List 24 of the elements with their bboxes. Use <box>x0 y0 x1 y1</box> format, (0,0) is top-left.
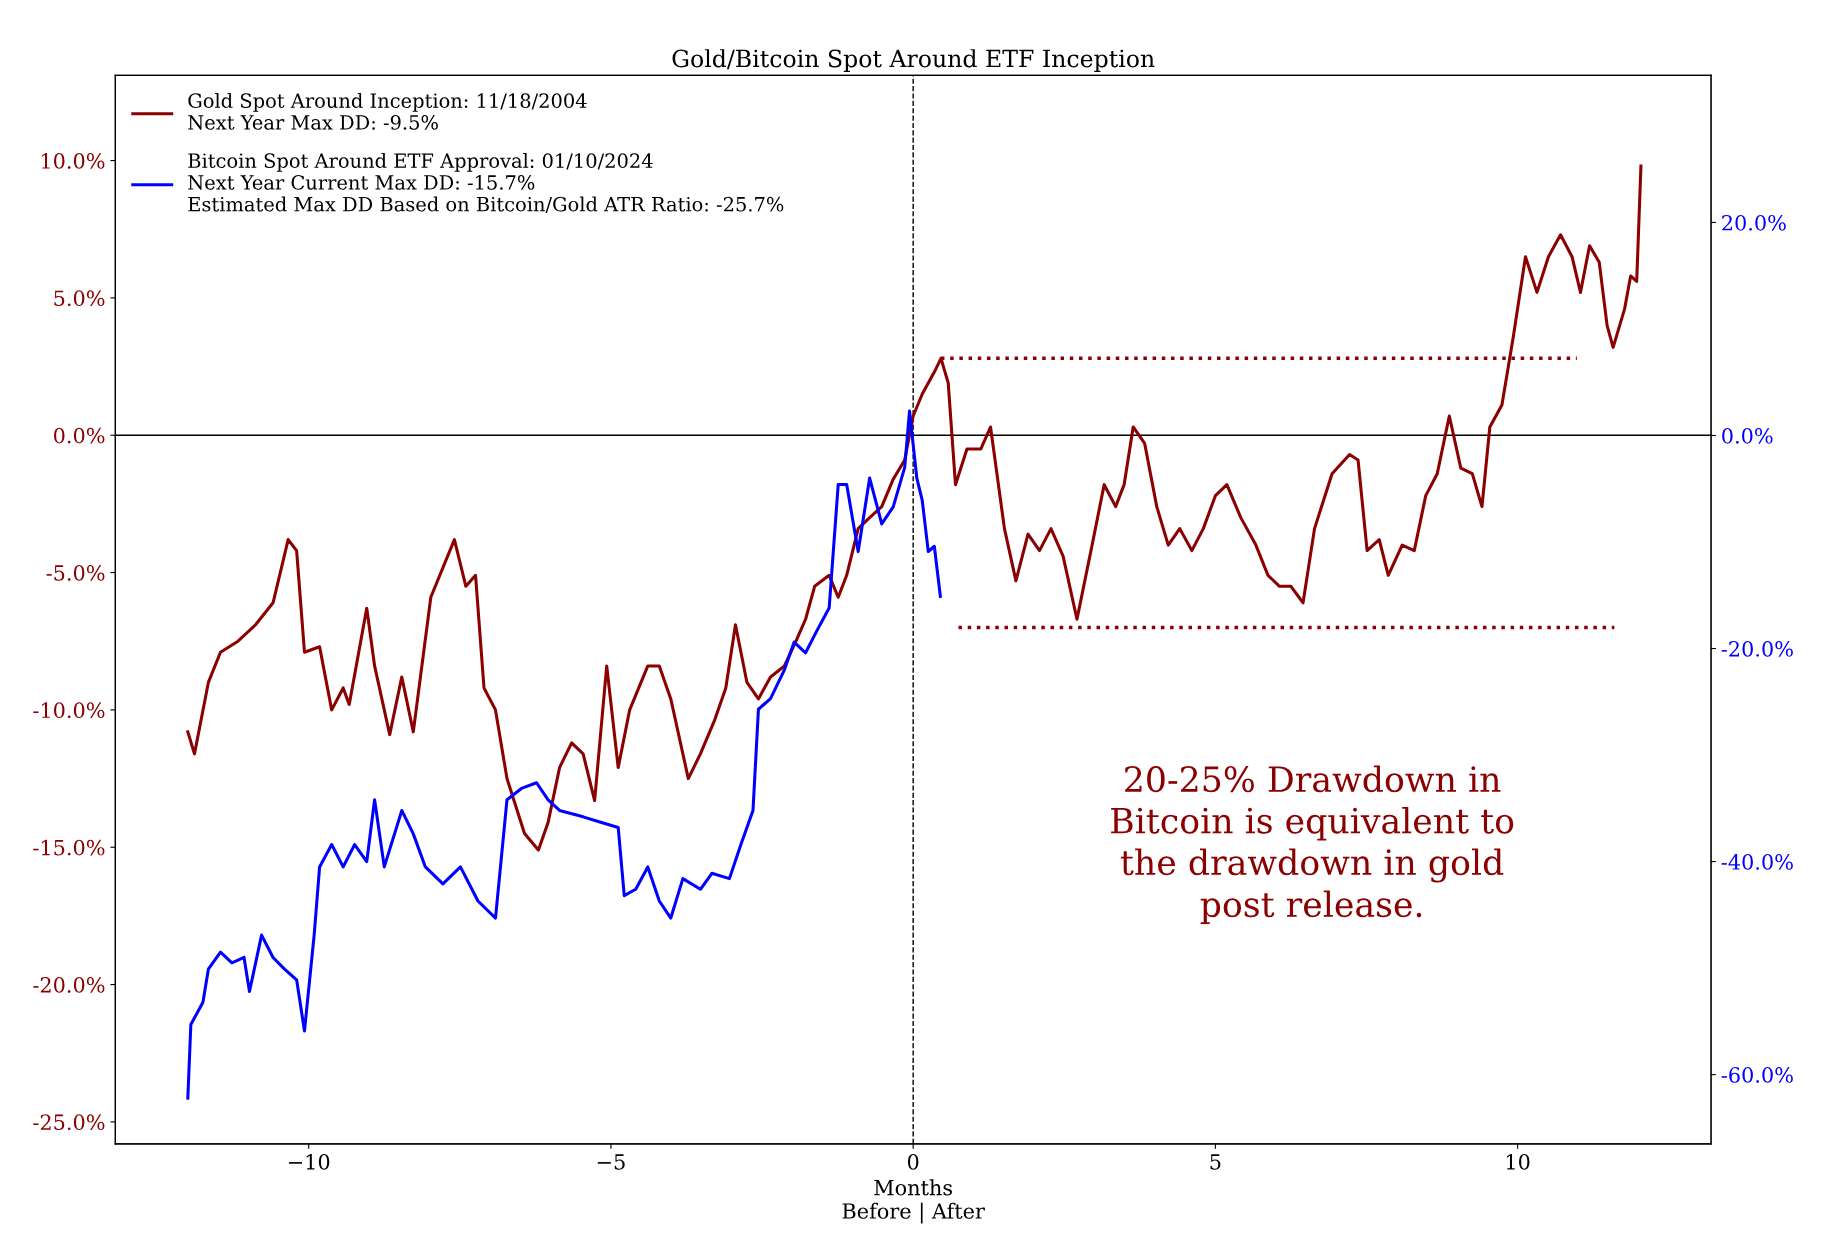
y-tick-label: 5.0% <box>54 290 105 307</box>
x-tick-label: −10 <box>288 1153 330 1170</box>
y2-tick-label: -60.0% <box>1721 1067 1793 1083</box>
legend-label: Bitcoin Spot Around ETF Approval: 01/10/2024 Next Year Current Max DD: -15.7% Estimated Max DD Based on Bitcoin/Gold ATR Ratio: -25.7% <box>188 152 784 214</box>
x-tick-label: 0 <box>907 1153 919 1170</box>
y2-tick-label: -40.0% <box>1721 854 1793 870</box>
y-tick-label: 10.0% <box>41 153 105 169</box>
x-axis-title: Months Before | After <box>842 1179 985 1224</box>
x-tick-label: 10 <box>1506 1153 1530 1170</box>
y-tick-label: -5.0% <box>46 565 105 581</box>
y-tick-label: -10.0% <box>33 702 105 719</box>
chart-title: Gold/Bitcoin Spot Around ETF Inception <box>672 49 1155 72</box>
y-tick-label: -20.0% <box>33 977 105 993</box>
legend-label: Gold Spot Around Inception: 11/18/2004 Next Year Max DD: -9.5% <box>188 92 587 130</box>
y-tick-label: -15.0% <box>33 839 105 856</box>
annotation: 20-25% Drawdown in Bitcoin is equivalent to the drawdown in gold post release. <box>1111 765 1514 925</box>
x-tick-label: 5 <box>1210 1154 1221 1170</box>
y-tick-label: -25.0% <box>33 1114 105 1131</box>
y-tick-label: 0.0% <box>54 427 105 444</box>
y2-tick-label: 0.0% <box>1722 427 1773 444</box>
y2-tick-label: 20.0% <box>1722 214 1786 231</box>
line-series <box>186 409 942 1100</box>
y2-tick-label: -20.0% <box>1721 640 1793 657</box>
x-tick-label: −5 <box>597 1154 625 1170</box>
